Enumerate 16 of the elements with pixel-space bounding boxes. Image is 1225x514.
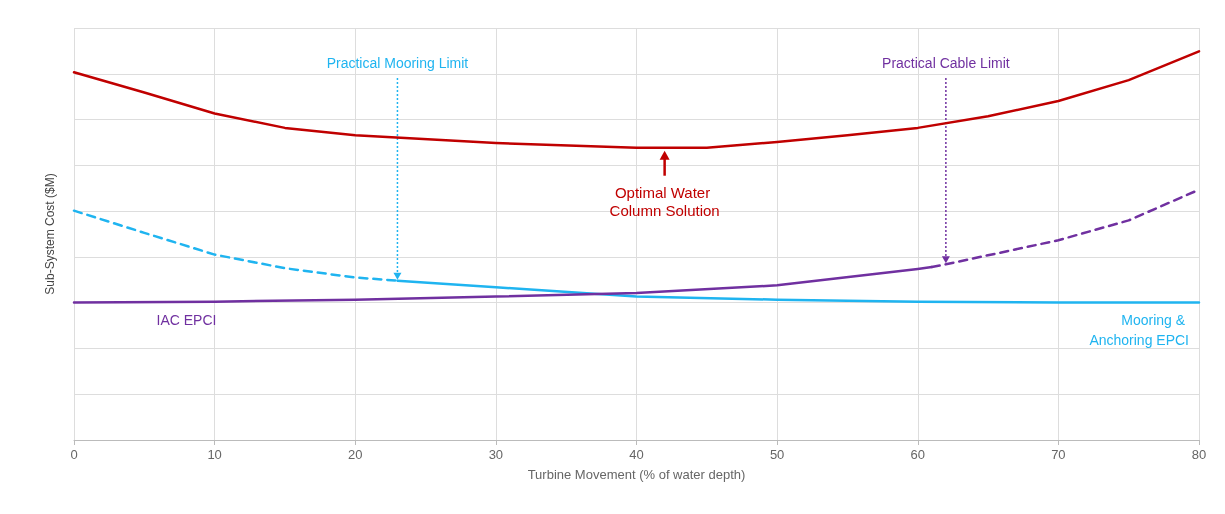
x-tick-label: 80 bbox=[1191, 447, 1207, 462]
x-tick-label: 30 bbox=[488, 447, 504, 462]
x-tick-label: 60 bbox=[910, 447, 925, 462]
x-axis-title: Turbine Movement (% of water depth) bbox=[527, 467, 746, 482]
annotation: Practical Mooring Limit bbox=[326, 55, 469, 71]
y-axis-title: Sub-System Cost ($M) bbox=[43, 173, 57, 295]
x-tick-label: 40 bbox=[629, 447, 644, 462]
x-tick-label: 10 bbox=[207, 447, 222, 462]
series-label: IAC EPCI bbox=[156, 312, 217, 329]
x-tick-label: 70 bbox=[1051, 447, 1066, 462]
x-tick-label: 20 bbox=[348, 447, 363, 462]
series-label: Mooring & Anchoring EPCI bbox=[1089, 312, 1189, 349]
annotation: Practical Cable Limit bbox=[882, 55, 1010, 71]
x-tick-label: 50 bbox=[769, 447, 785, 462]
annotation: Optimal Water Column Solution bbox=[609, 184, 720, 220]
x-tick-label: 0 bbox=[70, 447, 78, 462]
